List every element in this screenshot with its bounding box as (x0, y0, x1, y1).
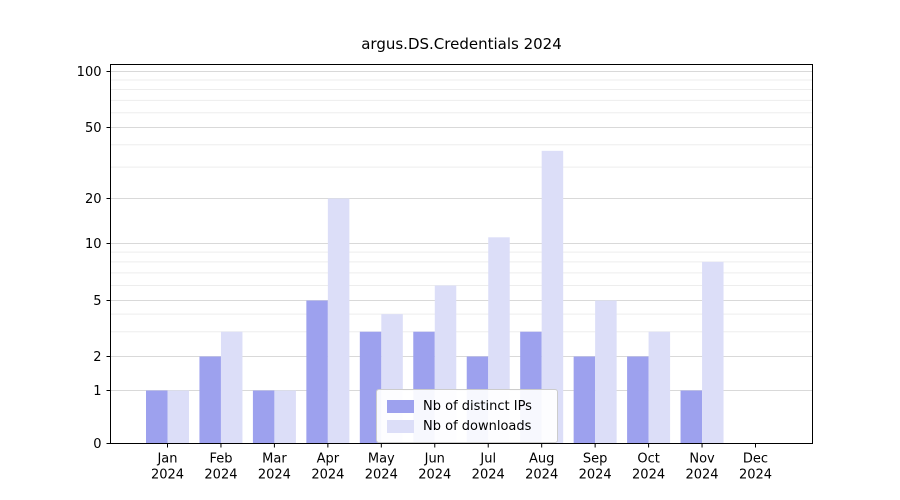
bar-nb-of-distinct-ips-jan (146, 390, 168, 444)
x-tick-label-sep: Sep (583, 452, 608, 467)
bar-nb-of-distinct-ips-may (359, 331, 382, 444)
y-tick-label-1: 1 (93, 384, 101, 399)
legend: Nb of distinct IPs Nb of downloads (376, 389, 558, 443)
y-tick-label-20: 20 (85, 192, 102, 207)
x-tick-year-sep: 2024 (579, 468, 612, 483)
x-tick-label-oct: Oct (637, 452, 659, 467)
legend-swatch-distinct-ips (387, 399, 414, 413)
legend-label-distinct-ips: Nb of distinct IPs (423, 398, 532, 414)
chart-title: argus.DS.Credentials 2024 (361, 35, 562, 53)
x-tick-label-jan: Jan (156, 452, 177, 467)
y-tick-label-10: 10 (85, 237, 102, 252)
x-tick-label-may: May (368, 452, 395, 467)
x-tick-year-aug: 2024 (525, 468, 558, 483)
x-tick-year-nov: 2024 (685, 468, 718, 483)
bar-nb-of-distinct-ips-mar (252, 390, 275, 444)
bar-nb-of-downloads-jan (167, 390, 189, 444)
bar-nb-of-downloads-aug (541, 150, 564, 444)
bar-nb-of-downloads-nov (702, 261, 724, 444)
bar-nb-of-downloads-mar (274, 390, 296, 444)
x-tick-label-dec: Dec (743, 452, 768, 467)
bar-nb-of-downloads-feb (220, 331, 243, 444)
x-tick-year-dec: 2024 (739, 468, 772, 483)
x-tick-label-jun: Jun (424, 452, 445, 467)
x-tick-year-feb: 2024 (204, 468, 237, 483)
legend-swatch-downloads (387, 419, 414, 433)
x-tick-year-apr: 2024 (311, 468, 344, 483)
x-tick-year-jan: 2024 (151, 468, 184, 483)
bar-nb-of-distinct-ips-sep (573, 356, 596, 444)
bar-nb-of-distinct-ips-nov (680, 390, 703, 444)
x-tick-year-mar: 2024 (258, 468, 291, 483)
y-tick-label-0: 0 (93, 437, 101, 452)
x-tick-label-nov: Nov (689, 452, 715, 467)
x-tick-label-apr: Apr (317, 452, 340, 467)
x-tick-label-feb: Feb (209, 452, 232, 467)
y-tick-label-100: 100 (77, 65, 102, 80)
x-tick-year-jul: 2024 (472, 468, 505, 483)
bar-nb-of-distinct-ips-feb (199, 356, 221, 444)
bar-nb-of-distinct-ips-apr (306, 300, 328, 444)
legend-item-distinct-ips: Nb of distinct IPs (387, 396, 547, 416)
x-tick-year-jun: 2024 (418, 468, 451, 483)
bar-nb-of-downloads-sep (595, 300, 617, 444)
x-tick-year-may: 2024 (365, 468, 398, 483)
bar-nb-of-downloads-apr (327, 198, 350, 444)
bar-nb-of-distinct-ips-oct (627, 356, 649, 444)
x-tick-year-oct: 2024 (632, 468, 665, 483)
bar-nb-of-downloads-oct (648, 331, 671, 444)
legend-label-downloads: Nb of downloads (423, 418, 532, 434)
legend-item-downloads: Nb of downloads (387, 416, 547, 436)
y-tick-label-5: 5 (93, 294, 101, 309)
x-tick-label-mar: Mar (262, 452, 287, 467)
y-tick-label-2: 2 (93, 350, 101, 365)
plot-border (110, 64, 813, 444)
x-tick-label-aug: Aug (529, 452, 554, 467)
y-tick-label-50: 50 (85, 121, 102, 136)
x-tick-label-jul: Jul (479, 452, 496, 467)
